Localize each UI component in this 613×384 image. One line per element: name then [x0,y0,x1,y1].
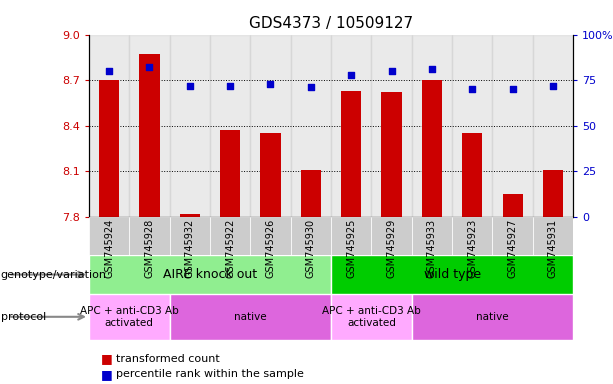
Bar [543,170,563,217]
Bar [371,217,412,255]
Title: GDS4373 / 10509127: GDS4373 / 10509127 [249,16,413,31]
Bar [412,294,573,340]
Point [265,81,275,87]
Text: GSM745930: GSM745930 [306,219,316,278]
Bar [331,35,371,217]
Bar [533,217,573,255]
Text: percentile rank within the sample: percentile rank within the sample [116,369,304,379]
Text: GSM745923: GSM745923 [467,219,478,278]
Bar [462,133,482,217]
Bar [331,255,573,294]
Text: APC + anti-CD3 Ab
activated: APC + anti-CD3 Ab activated [80,306,178,328]
Point [145,64,154,70]
Bar [422,80,442,217]
Text: native: native [234,312,267,322]
Text: ■: ■ [101,368,113,381]
Bar [89,217,129,255]
Bar [492,217,533,255]
Bar [250,217,291,255]
Bar [129,35,170,217]
Bar [89,255,331,294]
Bar [261,133,281,217]
Bar [371,35,412,217]
Bar [492,35,533,217]
Bar [250,35,291,217]
Bar [139,54,159,217]
Text: GSM745932: GSM745932 [185,219,195,278]
Bar [452,217,492,255]
Text: GSM745922: GSM745922 [225,219,235,278]
Point [508,86,517,92]
Text: GSM745925: GSM745925 [346,219,356,278]
Bar [331,294,412,340]
Point [467,86,477,92]
Point [104,68,114,74]
Text: GSM745926: GSM745926 [265,219,275,278]
Text: transformed count: transformed count [116,354,220,364]
Text: AIRE knock out: AIRE knock out [163,268,257,281]
Text: native: native [476,312,509,322]
Bar [170,35,210,217]
Text: GSM745927: GSM745927 [508,219,517,278]
Bar [89,35,129,217]
Bar [331,217,371,255]
Bar [533,35,573,217]
Text: ■: ■ [101,353,113,366]
Bar [180,214,200,217]
Bar [291,217,331,255]
Text: GSM745924: GSM745924 [104,219,114,278]
Bar [301,170,321,217]
Bar [129,217,170,255]
Bar [341,91,361,217]
Bar [291,35,331,217]
Bar [381,92,402,217]
Bar [503,194,523,217]
Bar [89,294,170,340]
Bar [452,35,492,217]
Text: GSM745933: GSM745933 [427,219,437,278]
Text: GSM745931: GSM745931 [548,219,558,278]
Point [306,84,316,91]
Point [185,83,195,89]
Bar [170,217,210,255]
Text: APC + anti-CD3 Ab
activated: APC + anti-CD3 Ab activated [322,306,421,328]
Point [225,83,235,89]
Bar [412,217,452,255]
Point [548,83,558,89]
Text: wild type: wild type [424,268,481,281]
Bar [99,80,119,217]
Text: GSM745928: GSM745928 [145,219,154,278]
Text: genotype/variation: genotype/variation [1,270,107,280]
Bar [210,35,250,217]
Bar [210,217,250,255]
Point [387,68,397,74]
Point [427,66,437,72]
Bar [220,130,240,217]
Text: GSM745929: GSM745929 [387,219,397,278]
Bar [170,294,331,340]
Text: protocol: protocol [1,312,46,322]
Bar [412,35,452,217]
Point [346,71,356,78]
